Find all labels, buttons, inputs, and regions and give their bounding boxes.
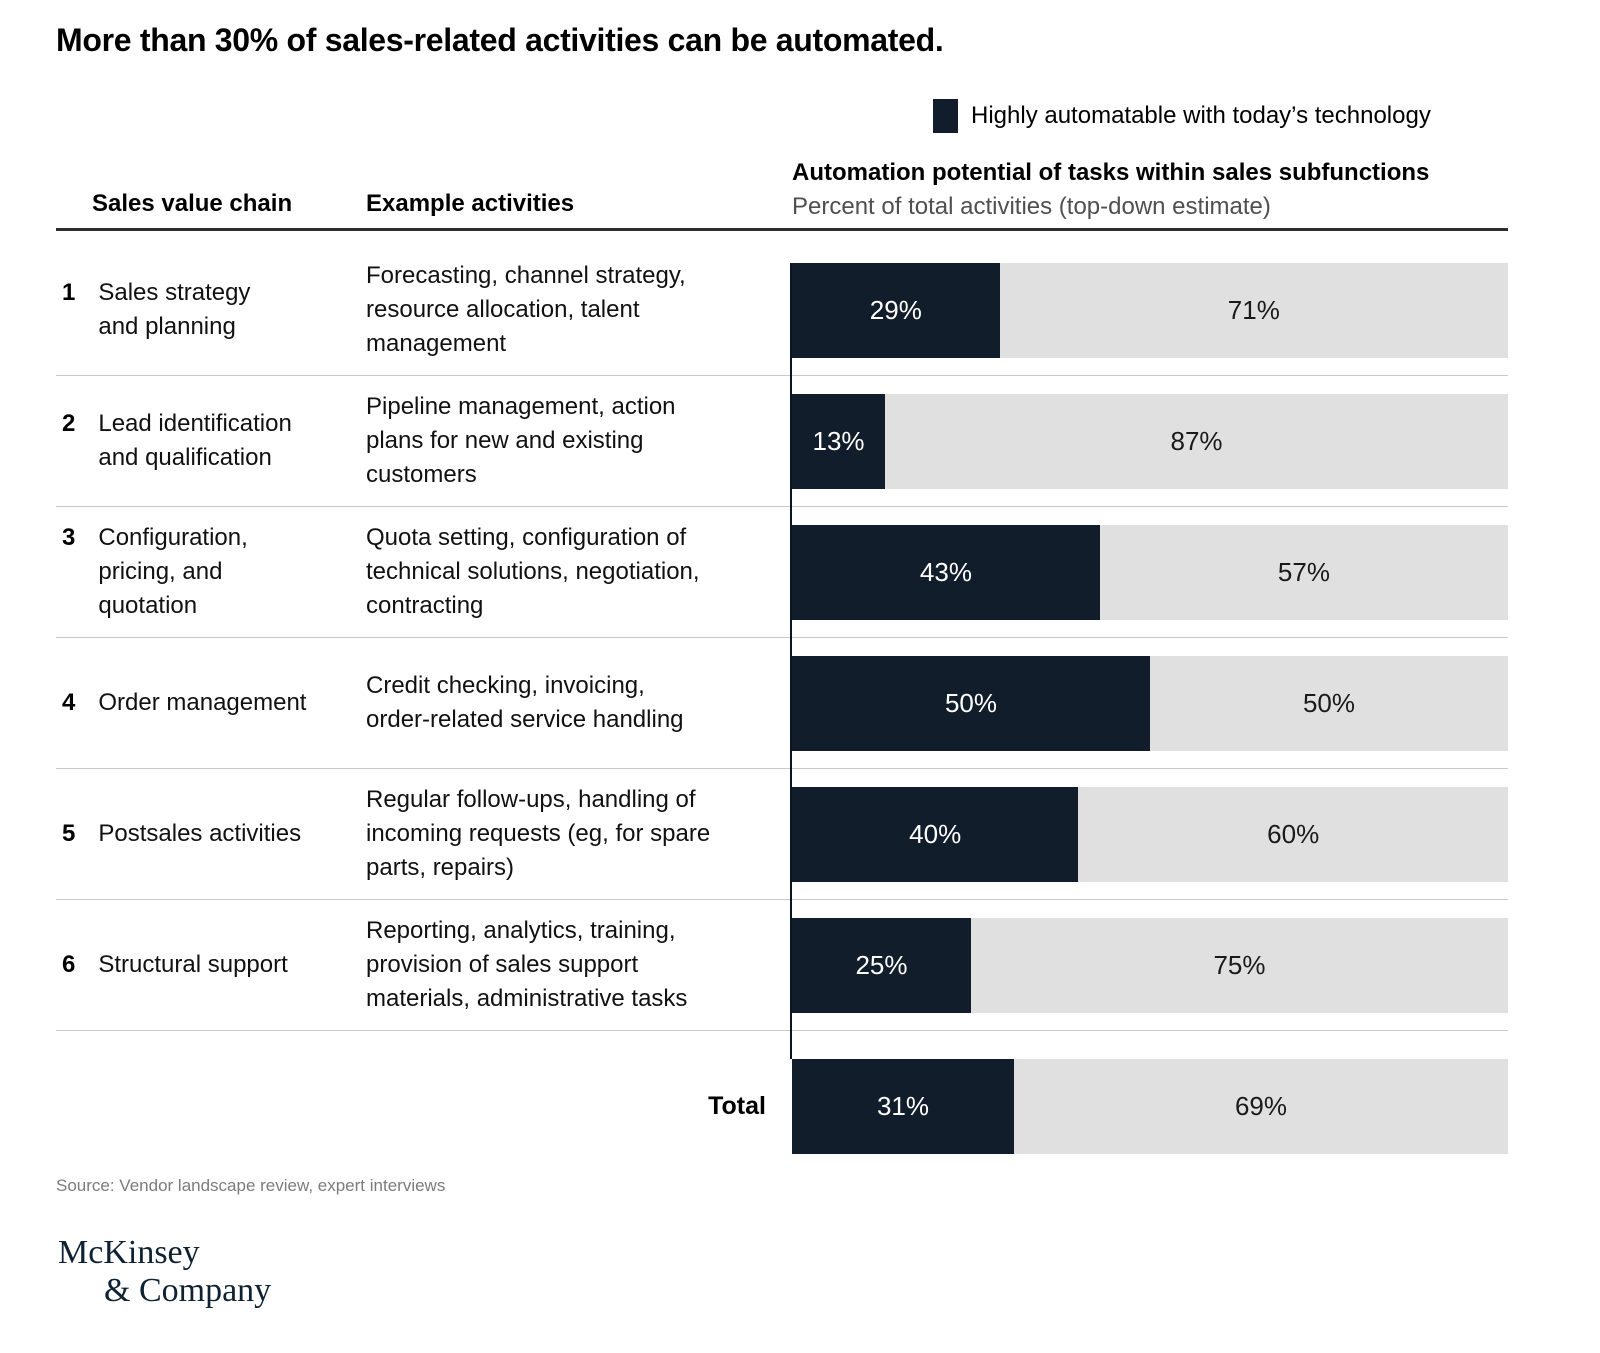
table-row: 3 Configuration, pricing, and quotation …: [56, 507, 1508, 638]
chart-header: Automation potential of tasks within sal…: [792, 156, 1508, 224]
bar-value-label: 57%: [1277, 557, 1330, 587]
row-name: Order management: [98, 689, 307, 716]
bar-segment-remainder: 71%: [999, 263, 1508, 358]
mckinsey-logo: McKinsey & Company: [58, 1234, 271, 1310]
row-activities: Quota setting, configuration of technica…: [366, 524, 700, 619]
legend-label: Highly automatable with today’s technolo…: [971, 102, 1431, 129]
stacked-bar: 25% 75%: [792, 918, 1508, 1013]
bar-segment-automatable: 29%: [792, 263, 1000, 358]
row-name: Structural support: [98, 951, 288, 978]
bar-value-label: 13%: [812, 426, 865, 456]
row-activities: Reporting, analytics, training, provisio…: [366, 917, 688, 1012]
row-number: 4: [62, 689, 76, 716]
stacked-bar: 40% 60%: [792, 787, 1508, 882]
row-number: 2: [62, 410, 76, 437]
table-row: 4 Order management Credit checking, invo…: [56, 638, 1508, 769]
stacked-bar: 13% 87%: [792, 394, 1508, 489]
bar-segment-remainder: 69%: [1013, 1059, 1508, 1154]
column-header-example-activities: Example activities: [366, 190, 575, 217]
bar-value-label: 31%: [876, 1091, 929, 1121]
table-row: 6 Structural support Reporting, analytic…: [56, 900, 1508, 1031]
chart-subtitle: Percent of total activities (top-down es…: [792, 193, 1271, 220]
bar-segment-automatable: 31%: [792, 1059, 1014, 1154]
row-activities: Regular follow-ups, handling of incoming…: [366, 786, 711, 881]
page-title: More than 30% of sales-related activitie…: [56, 22, 944, 58]
bar-segment-automatable: 43%: [792, 525, 1100, 620]
bar-segment-remainder: 60%: [1078, 787, 1508, 882]
row-activities: Forecasting, channel strategy, resource …: [366, 262, 686, 357]
bar-value-label: 60%: [1267, 819, 1320, 849]
legend: Highly automatable with today’s technolo…: [933, 99, 1431, 133]
bar-value-label: 87%: [1170, 426, 1223, 456]
bar-segment-remainder: 87%: [885, 394, 1508, 489]
row-number: 5: [62, 820, 76, 847]
table-row: 2 Lead identification and qualification …: [56, 376, 1508, 507]
row-name: Configuration, pricing, and quotation: [98, 524, 248, 619]
row-name: Lead identification and qualification: [98, 410, 292, 471]
chart-title: Automation potential of tasks within sal…: [792, 159, 1430, 186]
bar-value-label: 43%: [919, 557, 972, 587]
row-name: Postsales activities: [98, 820, 302, 847]
stacked-bar-total: 31% 69%: [792, 1059, 1508, 1154]
table-body: 1 Sales strategy and planning Forecastin…: [56, 231, 1508, 1031]
bar-value-label: 69%: [1234, 1091, 1287, 1121]
bar-value-label: 40%: [909, 819, 962, 849]
bar-segment-remainder: 50%: [1150, 656, 1508, 751]
logo-line-1: McKinsey: [58, 1234, 200, 1271]
column-header-sales-value-chain: Sales value chain: [92, 190, 293, 217]
bar-value-label: 25%: [855, 950, 908, 980]
bar-segment-automatable: 40%: [792, 787, 1079, 882]
bar-baseline-axis: [790, 263, 792, 1059]
row-number: 6: [62, 951, 76, 978]
row-number: 1: [62, 279, 76, 306]
bar-value-label: 71%: [1227, 295, 1280, 325]
bar-segment-remainder: 75%: [971, 918, 1508, 1013]
row-name: Sales strategy and planning: [98, 279, 251, 340]
bar-value-label: 29%: [869, 295, 922, 325]
source-note: Source: Vendor landscape review, expert …: [56, 1176, 446, 1195]
table-row: 1 Sales strategy and planning Forecastin…: [56, 245, 1508, 376]
bar-value-label: 75%: [1213, 950, 1266, 980]
stacked-bar: 29% 71%: [792, 263, 1508, 358]
bar-segment-automatable: 50%: [792, 656, 1150, 751]
stacked-bar: 50% 50%: [792, 656, 1508, 751]
bar-segment-remainder: 57%: [1099, 525, 1508, 620]
total-row: Total 31% 69%: [56, 1031, 1508, 1154]
bar-value-label: 50%: [944, 688, 998, 718]
bar-value-label: 50%: [1302, 688, 1356, 718]
legend-swatch-icon: [933, 99, 958, 133]
stacked-bar: 43% 57%: [792, 525, 1508, 620]
bar-segment-automatable: 13%: [792, 394, 886, 489]
header-rule: [56, 228, 1508, 231]
row-activities: Credit checking, invoicing, order-relate…: [366, 672, 684, 733]
bar-segment-automatable: 25%: [792, 918, 971, 1013]
row-number: 3: [62, 524, 76, 551]
row-activities: Pipeline management, action plans for ne…: [366, 393, 676, 488]
logo-line-2: & Company: [104, 1272, 272, 1309]
table-row: 5 Postsales activities Regular follow-up…: [56, 769, 1508, 900]
total-label: Total: [708, 1092, 766, 1120]
